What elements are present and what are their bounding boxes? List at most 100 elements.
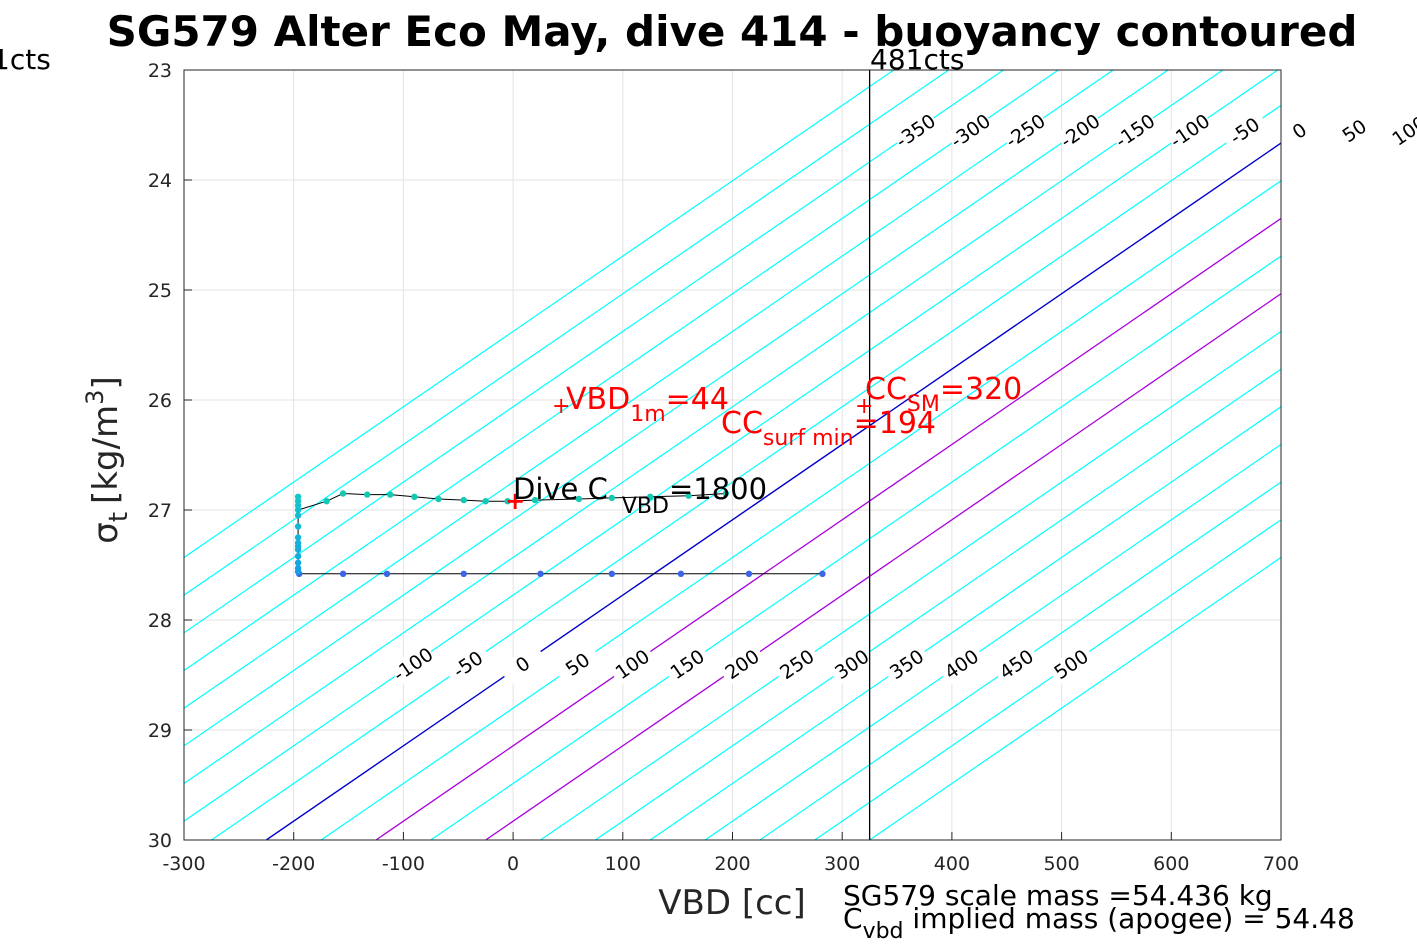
left-cts-label: 1cts	[0, 43, 51, 76]
dive-point-teal	[460, 496, 467, 504]
dive-point-teal	[363, 491, 371, 498]
contour-line	[184, 70, 1114, 709]
contour-line	[430, 255, 1281, 840]
dive-point-teal	[504, 498, 511, 505]
dive-point-teal	[294, 546, 302, 553]
x-tick-label: -200	[272, 853, 315, 875]
cc-sm-value: =320	[940, 372, 1022, 407]
contour-label-bg	[1000, 108, 1050, 153]
x-tick-label: 600	[1153, 853, 1189, 875]
y-label-sigma: σ	[86, 522, 126, 544]
y-tick-label: 26	[148, 390, 172, 412]
svg-text:VBD1m=44: VBD1m=44	[566, 382, 729, 427]
contour-label-bg	[498, 642, 547, 686]
contour-line	[184, 70, 1279, 822]
vbd-1m-main: VBD	[566, 382, 630, 417]
axis-ticks: -300 -200 -100 0 100 200 300 400 500 600 700 23 24 25…	[148, 60, 1299, 875]
contour-label-top: -200	[1056, 110, 1104, 153]
dive-point-blue	[745, 570, 753, 577]
x-tick-label: 300	[824, 853, 860, 875]
grid-lines	[183, 69, 1282, 841]
svg-text:Dive CVBD=1800: Dive C VBD=1800	[513, 472, 767, 519]
y-tick-label: 28	[148, 610, 172, 632]
y-label-sub: t	[104, 512, 134, 522]
svg-text:σt[kg/m3]: σt [kg/m3]	[81, 376, 134, 543]
cc-sm-sub: SM	[907, 392, 940, 417]
dive-point-teal	[339, 490, 347, 497]
dive-point-blue	[608, 570, 616, 577]
x-tick-label: 100	[605, 853, 641, 875]
contour-line	[184, 70, 949, 596]
contour-label-bg	[1220, 108, 1269, 153]
magenta-contour-line	[375, 217, 1281, 840]
dive-point-teal	[294, 502, 302, 509]
contour-label-bg	[991, 642, 1041, 686]
buoyancy-contours	[184, 70, 1281, 840]
contour-label-bg	[1110, 108, 1160, 153]
contour-line	[814, 519, 1281, 840]
dive-point-teal	[531, 496, 539, 504]
dive-point-teal	[608, 494, 616, 502]
contour-line	[184, 70, 1059, 672]
scale-mass-text: SG579 scale mass =54.436 kg	[843, 879, 1273, 912]
contour-label-bg	[936, 642, 986, 686]
dive-c-main: Dive C	[513, 472, 608, 506]
contour-label-bg	[388, 642, 438, 686]
dive-c-sub: VBD	[622, 494, 669, 519]
cc-sm-annotation: + CCSM=320	[855, 372, 1022, 419]
cc-surf-sub: surf min	[763, 426, 854, 451]
cvbd-main: C	[843, 902, 863, 935]
contour-label-bg	[827, 642, 876, 686]
contour-line	[759, 481, 1281, 840]
contour-label-top: -300	[947, 110, 995, 153]
dive-point-teal	[294, 498, 302, 505]
y-tick-label: 29	[148, 720, 172, 742]
x-tick-label: 200	[714, 853, 750, 875]
svg-text:CCsurf min=194: CCsurf min=194	[721, 406, 936, 451]
contour-line	[320, 180, 1281, 840]
x-tick-label: 400	[934, 853, 970, 875]
y-tick-label: 25	[148, 280, 172, 302]
contour-label-top: -150	[1111, 110, 1159, 153]
dive-data: +	[294, 70, 871, 840]
vbd-1m-sub: 1m	[630, 402, 665, 427]
dive-point-teal	[294, 506, 302, 514]
y-axis-label: σt [kg/m3]	[81, 376, 134, 543]
vbd-1m-value: =44	[666, 382, 729, 417]
contour-line	[184, 70, 1224, 785]
dive-c-marker: +	[505, 487, 525, 515]
contour-line	[540, 330, 1281, 840]
contour-line	[704, 443, 1281, 840]
dive-point-teal	[294, 559, 302, 566]
dive-point-blue	[819, 570, 826, 577]
contour-label-bg	[1046, 642, 1096, 686]
vbd-1m-annotation: + VBD1m=44	[552, 382, 729, 427]
dive-point-teal	[685, 492, 692, 499]
contour-label-bg	[882, 642, 931, 686]
x-tick-label: 700	[1263, 853, 1299, 875]
contour-line	[649, 406, 1281, 840]
dive-c-value: =1800	[669, 472, 767, 506]
chart-title: SG579 Alter Eco May, dive 414 - buoyancy…	[107, 7, 1358, 56]
contour-label-bg	[1165, 108, 1214, 153]
dive-point-teal	[435, 495, 442, 503]
zero-buoyancy-line	[265, 142, 1281, 840]
y-tick-label: 23	[148, 60, 172, 82]
dive-point-blue	[383, 570, 391, 577]
dive-point-teal	[647, 493, 654, 500]
contour-label-bg	[772, 642, 822, 686]
y-label-unit: [kg/m	[86, 405, 126, 504]
y-tick-label: 30	[148, 830, 172, 852]
magenta-contour-line	[485, 292, 1281, 840]
contour-line	[184, 70, 1169, 747]
cc-sm-marker: +	[855, 394, 873, 419]
x-axis-label: VBD [cc]	[658, 883, 806, 923]
dive-point-blue	[460, 570, 467, 577]
contour-line	[211, 104, 1281, 840]
contour-label-bg	[1055, 108, 1105, 153]
contour-label-top: -350	[892, 110, 940, 153]
x-tick-label: 500	[1043, 853, 1079, 875]
contour-label-bg	[717, 642, 767, 686]
dive-point-blue	[339, 570, 347, 577]
